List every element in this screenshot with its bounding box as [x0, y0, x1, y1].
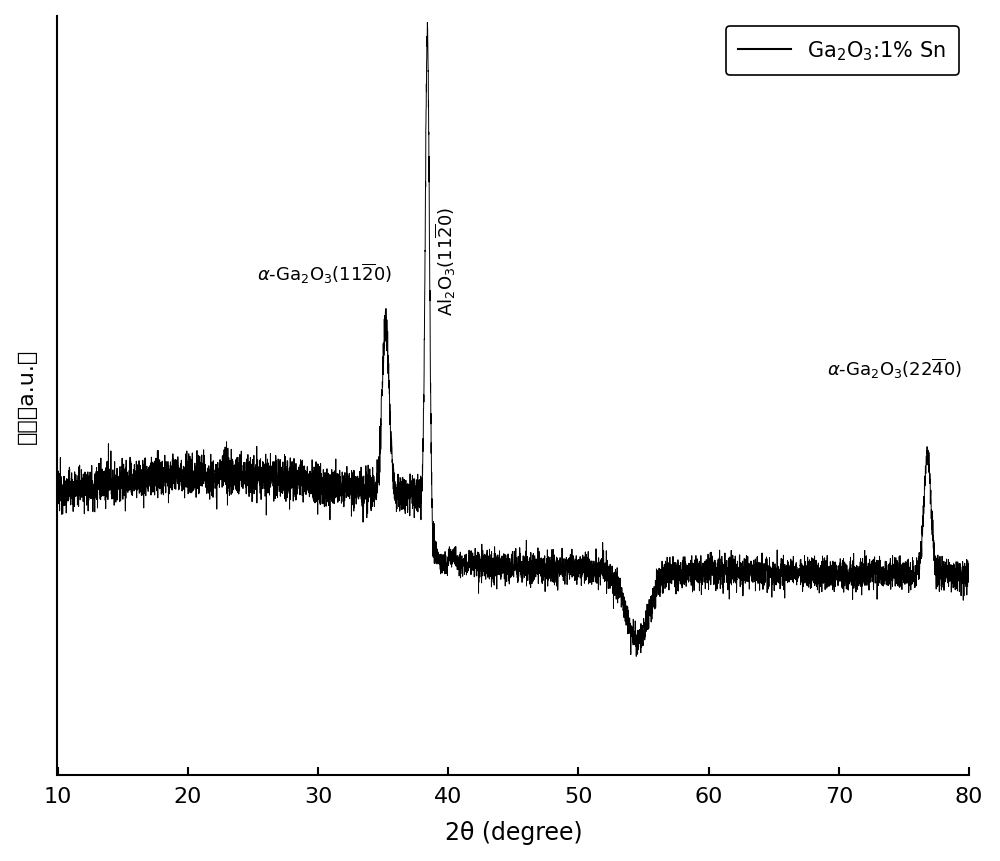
- Text: $\alpha$-Ga$_2$O$_3$(22$\overline{4}$0): $\alpha$-Ga$_2$O$_3$(22$\overline{4}$0): [827, 356, 963, 381]
- Text: Al$_2$O$_3$(11$\overline{2}$0): Al$_2$O$_3$(11$\overline{2}$0): [434, 207, 458, 315]
- X-axis label: 2θ (degree): 2θ (degree): [445, 821, 582, 845]
- Legend: Ga$_2$O$_3$:1% Sn: Ga$_2$O$_3$:1% Sn: [726, 27, 959, 76]
- Text: $\alpha$-Ga$_2$O$_3$(11$\overline{2}$0): $\alpha$-Ga$_2$O$_3$(11$\overline{2}$0): [257, 261, 392, 285]
- Y-axis label: 强度（a.u.）: 强度（a.u.）: [17, 349, 37, 443]
